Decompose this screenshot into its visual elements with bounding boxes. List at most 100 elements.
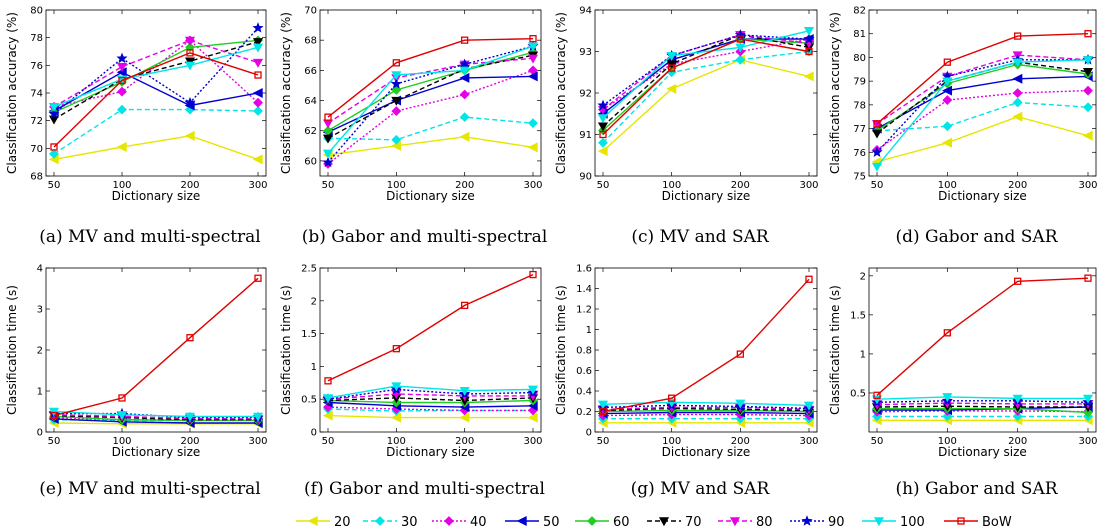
legend-label: 80 — [756, 515, 773, 530]
data-point-90 — [390, 78, 402, 89]
y-axis-label: Classification time (s) — [828, 285, 842, 415]
series-line-60 — [602, 409, 810, 413]
legend-item-40: 40 — [432, 515, 487, 530]
data-point-100 — [322, 149, 334, 159]
data-point-30 — [942, 411, 953, 422]
data-point-20 — [459, 412, 470, 423]
series-line-40 — [876, 410, 1089, 413]
data-point-20 — [803, 71, 814, 82]
data-point-30 — [253, 106, 263, 116]
data-point-100 — [116, 411, 128, 420]
legend-marker — [516, 515, 527, 527]
data-point-20 — [597, 146, 608, 157]
x-tick-label: 50 — [48, 180, 61, 191]
data-point-100 — [322, 394, 334, 404]
x-tick-label: 300 — [248, 436, 267, 447]
y-tick-label: 66 — [304, 66, 317, 77]
series-line-BoW — [876, 33, 1089, 125]
data-point-80 — [184, 36, 196, 46]
data-point-BoW — [529, 35, 537, 43]
x-axis-label: Dictionary size — [938, 189, 1027, 203]
data-point-BoW — [805, 47, 813, 56]
legend-item-80: 80 — [718, 515, 773, 530]
y-tick-label: 78 — [853, 100, 866, 111]
series-line-BoW — [53, 52, 259, 148]
y-tick-label: 74 — [30, 89, 43, 100]
data-point-30 — [49, 148, 59, 159]
data-point-100 — [871, 162, 883, 172]
x-tick-label: 300 — [1078, 436, 1097, 447]
x-axis-label: Dictionary size — [386, 445, 475, 459]
data-point-BoW — [324, 377, 332, 385]
data-point-20 — [527, 142, 538, 153]
data-point-90 — [597, 99, 609, 111]
y-tick-label: 1 — [586, 325, 592, 336]
data-point-30 — [942, 121, 953, 132]
x-tick-label: 50 — [871, 436, 884, 447]
series-line-20 — [327, 136, 534, 156]
y-axis-label: Classification time (s) — [279, 285, 293, 415]
data-point-50 — [459, 72, 470, 83]
x-axis-label: Dictionary size — [112, 189, 201, 203]
data-point-BoW — [1014, 32, 1022, 40]
series-line-90 — [602, 34, 810, 106]
y-tick-label: 81 — [853, 29, 866, 40]
series-line-30 — [53, 108, 259, 155]
data-point-BoW — [392, 345, 400, 353]
series-line-80 — [876, 402, 1088, 406]
series-group — [871, 30, 1094, 172]
legend-item-50: 50 — [505, 515, 560, 530]
data-point-30 — [117, 104, 127, 115]
data-point-100 — [1082, 394, 1094, 404]
series-line-60 — [327, 399, 534, 404]
y-tick-label: 3 — [37, 305, 43, 316]
legend-item-30: 30 — [363, 515, 418, 530]
series-line-BoW — [53, 277, 259, 417]
series-line-90 — [53, 27, 259, 115]
chart-panel-3: 90 91 92 93 94 50 100 200 300 Dictionary size Clas… — [554, 6, 819, 248]
data-point-20 — [942, 137, 953, 148]
series-group — [322, 35, 539, 169]
y-axis-label: Classification accuracy (%) — [828, 12, 842, 174]
data-point-100 — [391, 382, 402, 392]
data-point-BoW — [873, 120, 881, 128]
data-point-30 — [459, 112, 470, 123]
series-line-BoW — [876, 277, 1089, 396]
series-line-20 — [876, 115, 1089, 163]
series-line-50 — [876, 75, 1089, 130]
panel-caption: (g) MV and SAR — [631, 479, 771, 499]
data-point-20 — [252, 154, 263, 165]
y-tick-label: 92 — [579, 89, 592, 100]
y-tick-label: 2 — [37, 346, 43, 357]
series-line-80 — [53, 414, 259, 420]
legend-label: 30 — [401, 515, 418, 530]
legend-marker — [444, 516, 454, 526]
legend-label: 100 — [900, 515, 925, 530]
chart-panel-4: 75 76 77 78 79 80 81 82 50 100 200 300 Dictionary si… — [828, 6, 1098, 248]
series-line-80 — [602, 406, 810, 411]
data-point-60 — [185, 42, 195, 53]
data-point-BoW — [50, 143, 58, 151]
data-point-30 — [1012, 97, 1023, 108]
series-line-50 — [53, 71, 259, 112]
x-tick-label: 100 — [938, 436, 957, 447]
data-point-30 — [1012, 411, 1023, 422]
data-point-100 — [391, 71, 402, 81]
data-point-40 — [1083, 85, 1093, 96]
data-point-BoW — [943, 58, 951, 66]
panel-caption: (b) Gabor and multi-spectral — [302, 227, 548, 247]
y-tick-label: 78 — [30, 33, 43, 44]
data-point-100 — [252, 412, 264, 422]
series-line-70 — [327, 397, 534, 402]
data-point-BoW — [943, 329, 951, 337]
y-tick-label: 68 — [304, 36, 317, 47]
panel-caption: (a) MV and multi-spectral — [39, 227, 261, 247]
data-point-BoW — [529, 270, 537, 279]
data-point-100 — [527, 385, 539, 395]
y-axis-label: Classification accuracy (%) — [279, 12, 293, 174]
series-line-100 — [602, 401, 810, 407]
data-point-30 — [735, 54, 746, 65]
series-line-30 — [876, 101, 1089, 132]
data-point-BoW — [118, 394, 126, 402]
series-line-BoW — [602, 38, 810, 136]
